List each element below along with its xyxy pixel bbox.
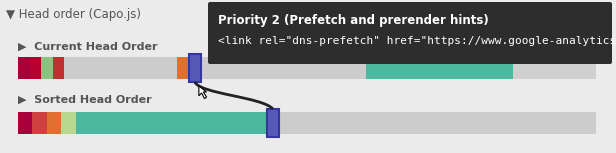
Bar <box>279 112 596 134</box>
Text: <link rel="dns-prefetch" href="https://www.google-analytics....: <link rel="dns-prefetch" href="https://w… <box>218 36 616 46</box>
Bar <box>267 109 279 137</box>
Bar <box>188 54 201 82</box>
Bar <box>201 57 366 79</box>
Bar <box>18 112 33 134</box>
Bar <box>188 57 201 79</box>
Bar <box>33 112 47 134</box>
Polygon shape <box>199 86 206 99</box>
Bar <box>47 112 62 134</box>
Text: ▼ Head order (Capo.js): ▼ Head order (Capo.js) <box>6 8 141 21</box>
Bar <box>366 57 513 79</box>
FancyBboxPatch shape <box>208 2 612 64</box>
Bar <box>41 57 53 79</box>
Bar <box>76 112 267 134</box>
Bar <box>62 112 76 134</box>
Text: Priority 2 (Prefetch and prerender hints): Priority 2 (Prefetch and prerender hints… <box>218 14 488 27</box>
Bar <box>53 57 64 79</box>
Bar <box>267 112 279 134</box>
Bar <box>30 57 41 79</box>
Text: ▶  Sorted Head Order: ▶ Sorted Head Order <box>18 95 152 105</box>
Text: ▶  Current Head Order: ▶ Current Head Order <box>18 42 158 52</box>
Bar <box>513 57 596 79</box>
Bar <box>18 57 30 79</box>
Bar <box>177 57 188 79</box>
Bar <box>64 57 177 79</box>
